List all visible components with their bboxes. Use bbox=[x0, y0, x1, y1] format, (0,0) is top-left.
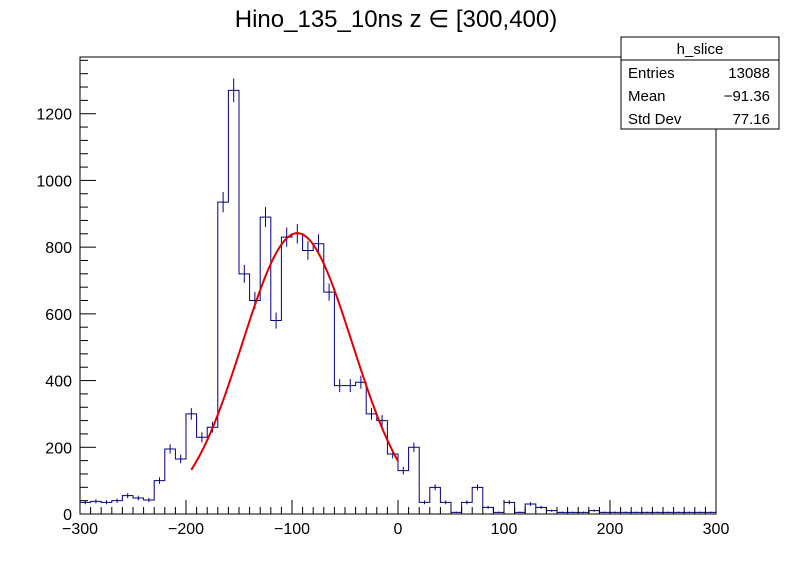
histogram-bar bbox=[271, 321, 282, 514]
error-bars bbox=[84, 78, 712, 514]
histogram-bar bbox=[324, 292, 335, 514]
histogram-bar bbox=[472, 487, 483, 514]
histogram-bar bbox=[218, 202, 229, 514]
histogram-bar bbox=[409, 447, 420, 514]
y-tick-label: 1000 bbox=[36, 173, 72, 190]
x-tick-label: 0 bbox=[394, 521, 403, 538]
y-tick-label: 200 bbox=[45, 440, 72, 457]
y-tick-label: 400 bbox=[45, 374, 72, 391]
x-tick-label: 300 bbox=[703, 521, 730, 538]
histogram-bar bbox=[313, 244, 324, 514]
stats-entries-value: 13088 bbox=[728, 65, 770, 82]
y-tick-label: 800 bbox=[45, 240, 72, 257]
chart-title: Hino_135_10ns z ∈ [300,400) bbox=[235, 6, 557, 33]
histogram-outline bbox=[79, 89, 717, 514]
histogram-bar bbox=[133, 498, 144, 514]
x-tick-label: −200 bbox=[168, 521, 204, 538]
histogram-bar bbox=[175, 459, 186, 514]
histogram-bar bbox=[345, 386, 356, 514]
histogram-bar bbox=[207, 427, 218, 514]
stats-box-title: h_slice bbox=[677, 41, 724, 58]
histogram-bar bbox=[292, 234, 303, 514]
histogram-bar bbox=[122, 496, 133, 514]
stats-mean-value: −91.36 bbox=[724, 88, 770, 105]
y-tick-label: 1200 bbox=[36, 107, 72, 124]
stats-box: h_slice Entries 13088 Mean −91.36 Std De… bbox=[620, 36, 780, 130]
x-tick-label: 200 bbox=[597, 521, 624, 538]
stats-mean-label: Mean bbox=[628, 88, 666, 105]
stats-entries-label: Entries bbox=[628, 65, 675, 82]
stats-stddev-value: 77.16 bbox=[732, 111, 770, 128]
x-tick-label: 100 bbox=[491, 521, 518, 538]
histogram-bar bbox=[398, 471, 409, 514]
histogram-bar bbox=[260, 217, 271, 514]
fit-curve-group bbox=[190, 232, 399, 471]
stats-box-border bbox=[620, 36, 780, 130]
histogram-bar bbox=[303, 250, 314, 514]
y-tick-label: 600 bbox=[45, 307, 72, 324]
stats-stddev-label: Std Dev bbox=[628, 111, 682, 128]
histogram-bars bbox=[79, 89, 717, 514]
histogram-bar bbox=[154, 481, 165, 514]
histogram-bar bbox=[356, 382, 367, 514]
x-tick-label: −300 bbox=[62, 521, 98, 538]
histogram-bar bbox=[165, 449, 176, 514]
histogram-bar bbox=[250, 301, 261, 514]
histogram-bar bbox=[228, 90, 239, 514]
histogram-bar bbox=[430, 487, 441, 514]
histogram-bar bbox=[366, 414, 377, 514]
histogram-bar bbox=[334, 386, 345, 514]
histogram-bar bbox=[387, 454, 398, 514]
histogram-bar bbox=[281, 237, 292, 514]
y-tick-label: 0 bbox=[63, 507, 72, 524]
x-tick-label: −100 bbox=[274, 521, 310, 538]
y-axis: 0 200 400 600 800 1000 1200 bbox=[36, 59, 96, 524]
x-axis: −300 −200 −100 0 100 200 300 bbox=[62, 500, 729, 538]
fit-curve bbox=[190, 232, 399, 471]
histogram-bar bbox=[239, 274, 250, 514]
histogram-bar bbox=[197, 437, 208, 514]
